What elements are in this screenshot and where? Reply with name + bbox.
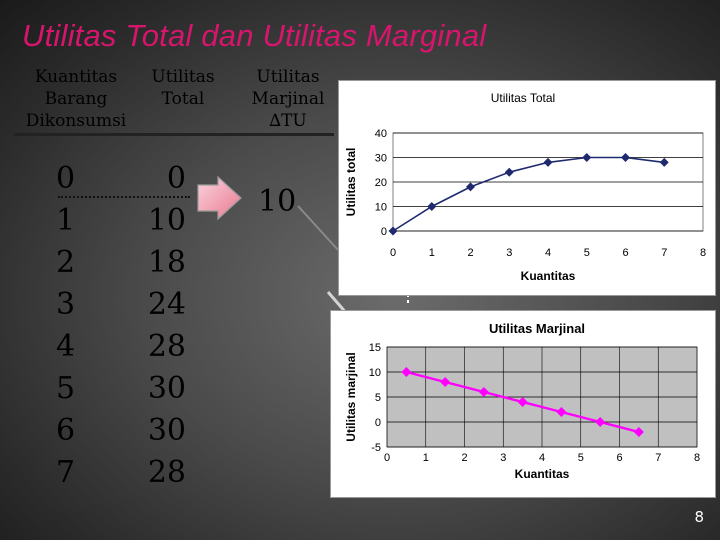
x-tick-label: 2 — [461, 452, 467, 464]
qty-cell: 7 — [56, 455, 76, 490]
y-tick-label: 20 — [375, 177, 387, 189]
data-point — [388, 226, 398, 236]
total-cell: 30 — [147, 371, 186, 406]
qty-cell: 3 — [56, 287, 76, 322]
qty-cell: 6 — [56, 413, 76, 448]
x-tick-label: 8 — [700, 247, 706, 259]
quantity-column: 0 1 2 3 4 5 6 7 — [56, 158, 75, 494]
y-tick-label: 10 — [369, 367, 381, 379]
chart-title: Utilitas Marjinal — [489, 321, 585, 336]
x-tick-label: 4 — [545, 247, 551, 259]
right-arrow-icon — [197, 176, 242, 221]
y-tick-label: 40 — [375, 128, 387, 140]
x-tick-label: 3 — [500, 452, 506, 464]
qty-cell: 2 — [56, 245, 76, 280]
marginal-utility-panel: -5 0 5 10 15 0 1 2 3 4 5 6 7 8 Utilitas Marjinal Kuanti… — [330, 310, 716, 498]
x-tick-label: 3 — [506, 247, 512, 259]
y-axis-label: Utilitas total — [344, 148, 358, 217]
dotted-divider — [58, 196, 190, 198]
data-point — [633, 427, 644, 437]
x-axis-label: Kuantitas — [521, 269, 576, 283]
data-point — [595, 417, 606, 427]
x-tick-label: 1 — [423, 452, 429, 464]
data-point — [621, 153, 630, 162]
data-point — [440, 377, 451, 387]
data-point — [466, 182, 475, 192]
x-tick-label: 6 — [616, 452, 622, 464]
data-point — [659, 157, 669, 167]
qty-cell: 5 — [56, 371, 76, 406]
qty-cell: 1 — [56, 203, 76, 238]
header-quantity-line-2: Barang — [44, 89, 108, 109]
series-line — [392, 156, 665, 232]
x-tick-label: 5 — [584, 247, 590, 259]
header-total-utility: Utilitas Total — [140, 66, 226, 110]
qty-cell: 0 — [56, 161, 76, 196]
total-cell: 10 — [147, 203, 186, 238]
data-point — [427, 202, 437, 211]
header-total-line-1: Utilitas — [151, 67, 215, 87]
header-total-line-2: Total — [161, 89, 205, 109]
data-point — [582, 153, 592, 162]
page-number: 8 — [694, 508, 704, 526]
y-tick-label: 5 — [375, 392, 381, 404]
total-cell: 30 — [147, 413, 186, 448]
total-cell: 0 — [166, 161, 186, 196]
x-tick-label: 6 — [622, 247, 628, 259]
data-point — [543, 157, 553, 167]
x-tick-label: 0 — [384, 452, 390, 464]
total-utility-column: 0 10 18 24 28 30 30 28 — [140, 158, 186, 494]
header-marginal-line-2: Marjinal — [251, 89, 325, 109]
header-marginal-line-3: ∆TU — [269, 111, 307, 131]
data-point — [517, 397, 528, 407]
slide-title: Utilitas Total dan Utilitas Marginal — [22, 18, 487, 53]
data-point — [556, 407, 567, 417]
data-point — [478, 387, 489, 397]
total-utility-panel: 0 10 20 30 40 0 1 2 3 4 5 6 7 8 Utilitas Total Kuantita… — [338, 80, 716, 296]
total-cell: 24 — [147, 287, 186, 322]
x-tick-label: 7 — [661, 247, 667, 259]
connector-line-upper — [297, 205, 339, 251]
data-point — [401, 367, 412, 377]
x-tick-label: 7 — [655, 452, 661, 464]
y-tick-label: 15 — [369, 342, 381, 354]
y-axis-label: Utilitas marjinal — [344, 352, 358, 441]
chart-title: Utilitas Total — [491, 91, 555, 105]
x-tick-label: 2 — [467, 247, 473, 259]
total-cell: 28 — [147, 329, 186, 364]
x-tick-label: 8 — [694, 452, 700, 464]
header-underline — [14, 133, 334, 136]
header-marginal-utility: Utilitas Marjinal ∆TU — [240, 66, 336, 132]
header-quantity: Kuantitas Barang Dikonsumsi — [16, 66, 136, 132]
marginal-value: 10 — [258, 184, 297, 219]
data-point — [504, 167, 514, 177]
x-tick-label: 0 — [390, 247, 396, 259]
header-quantity-line-3: Dikonsumsi — [25, 111, 127, 131]
x-tick-label: 4 — [539, 452, 545, 464]
x-axis-label: Kuantitas — [515, 467, 570, 481]
x-tick-label: 5 — [578, 452, 584, 464]
qty-cell: 4 — [56, 329, 76, 364]
total-cell: 18 — [147, 245, 186, 280]
y-tick-label: 0 — [381, 226, 387, 238]
header-quantity-line-1: Kuantitas — [34, 67, 118, 87]
y-tick-label: 0 — [375, 417, 381, 429]
total-utility-chart: 0 10 20 30 40 0 1 2 3 4 5 6 7 8 Utilitas Total Kuantita… — [344, 91, 706, 283]
total-cell: 28 — [147, 455, 186, 490]
x-tick-label: 1 — [429, 247, 435, 259]
y-tick-label: -5 — [371, 442, 381, 454]
y-tick-label: 10 — [375, 202, 387, 214]
y-tick-label: 30 — [375, 153, 387, 165]
header-marginal-line-1: Utilitas — [256, 67, 320, 87]
